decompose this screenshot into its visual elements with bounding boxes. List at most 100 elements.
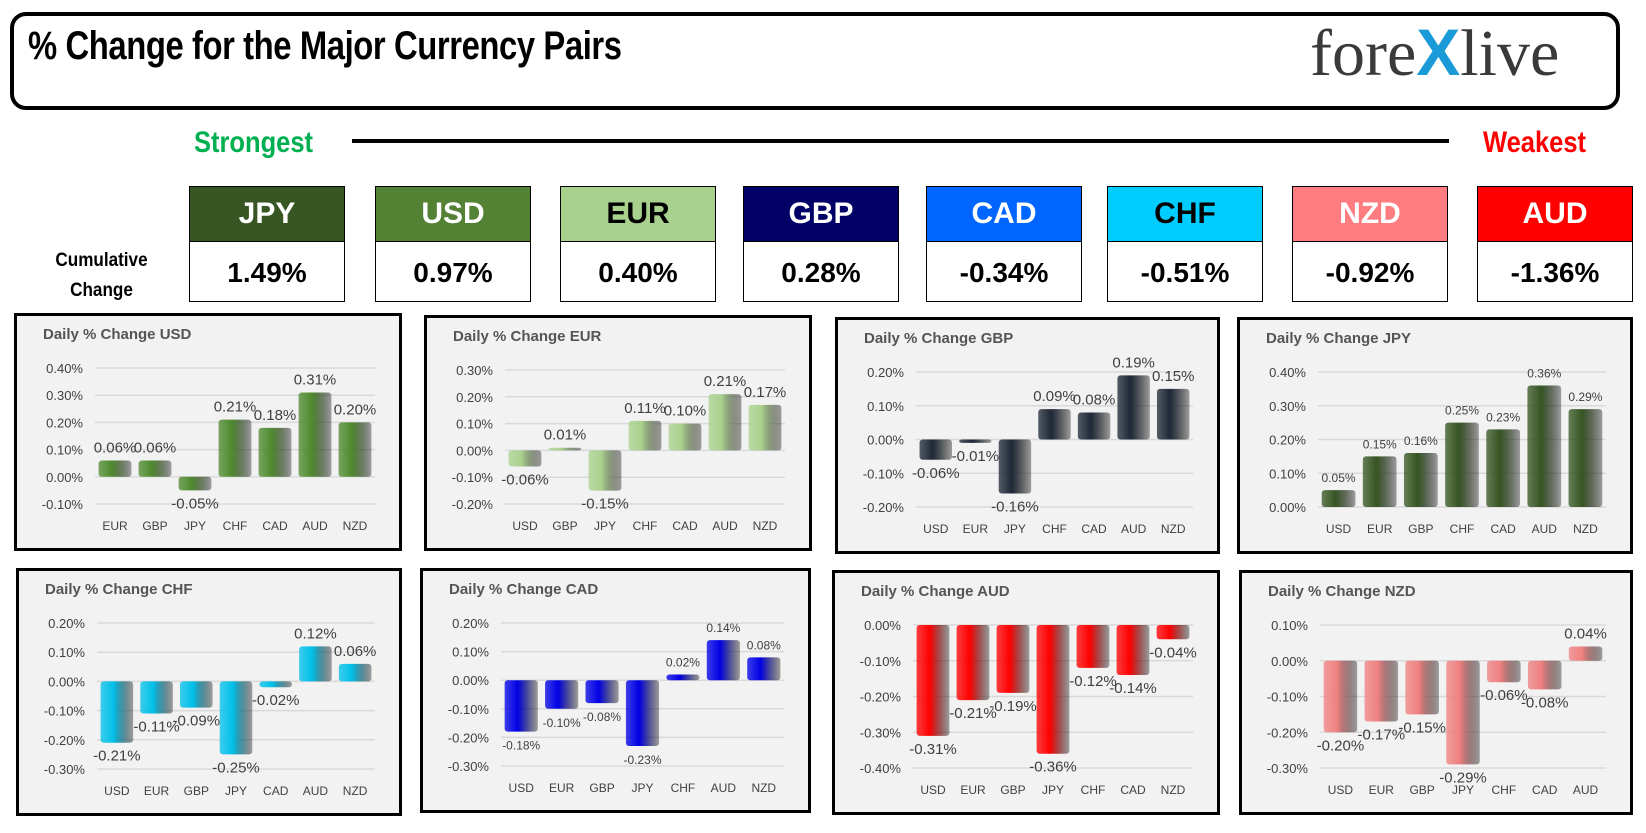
bar-usd [100, 681, 134, 743]
y-tick-label: 0.30% [46, 388, 83, 403]
data-label: 0.06% [334, 643, 377, 660]
currency-box-chf: CHF -0.51% [1107, 186, 1263, 302]
x-tick-label: CAD [1081, 522, 1107, 536]
data-label: -0.04% [1149, 644, 1197, 661]
bar-eur [959, 439, 992, 443]
cumulative-label-line1: Cumulative [55, 250, 148, 271]
cumulative-value: 0.40% [598, 256, 678, 288]
data-label: 0.02% [666, 655, 700, 669]
y-tick-label: 0.10% [452, 645, 489, 660]
y-tick-label: 0.00% [48, 674, 85, 689]
bar-gbp [1403, 453, 1438, 507]
x-tick-label: NZD [753, 519, 778, 533]
bar-eur [1362, 456, 1397, 507]
y-tick-label: 0.30% [456, 363, 493, 378]
y-tick-label: -0.20% [452, 497, 494, 512]
chart-jpy: Daily % Change JPY 0.00% 0.10% 0.20% 0.30% 0.… [1237, 317, 1633, 554]
bar-aud [299, 646, 332, 682]
x-tick-label: USD [104, 784, 130, 798]
chart-title: Daily % Change CHF [45, 581, 193, 598]
chart-title: Daily % Change CAD [449, 581, 599, 598]
bar-nzd [748, 404, 782, 451]
chart-title: Daily % Change JPY [1266, 330, 1412, 347]
y-tick-label: -0.20% [1267, 725, 1309, 740]
bar-chf [1487, 660, 1521, 683]
y-tick-label: 0.10% [46, 443, 83, 458]
x-tick-label: CHF [671, 781, 696, 795]
bar-jpy [998, 439, 1032, 494]
chart-plot: -0.20% -0.10% 0.00% 0.10% 0.20% 0.30% -0.06% US… [452, 363, 786, 533]
data-label: -0.06% [912, 465, 960, 482]
x-tick-label: GBP [552, 519, 577, 533]
data-label: -0.09% [173, 713, 221, 730]
y-tick-label: -0.30% [1267, 761, 1309, 776]
x-tick-label: JPY [594, 519, 616, 533]
bar-aud [706, 640, 740, 681]
bar-usd [508, 450, 542, 467]
bar-gbp [1405, 660, 1439, 715]
chart-title: Daily % Change NZD [1268, 583, 1416, 600]
bar-cad [1486, 429, 1521, 507]
x-tick-label: NZD [1161, 522, 1186, 536]
cumulative-value: 1.49% [227, 256, 307, 288]
chart-cad: Daily % Change CAD -0.30% -0.20% -0.10% 0.00… [420, 568, 811, 813]
chart-title: Daily % Change AUD [861, 583, 1010, 600]
chart-plot: -0.40% -0.30% -0.20% -0.10% 0.00% -0.31% USD -0… [860, 618, 1197, 797]
data-label: -0.02% [252, 692, 300, 709]
x-tick-label: JPY [1004, 522, 1026, 536]
data-label: -0.08% [1521, 694, 1569, 711]
y-tick-label: 0.40% [46, 361, 83, 376]
y-tick-label: 0.20% [48, 616, 85, 631]
x-tick-label: USD [920, 783, 946, 797]
y-tick-label: -0.10% [42, 497, 84, 512]
y-tick-label: -0.30% [44, 762, 86, 777]
currency-name: USD [376, 187, 530, 242]
data-label: 0.25% [1445, 404, 1479, 418]
data-label: 0.04% [1564, 625, 1607, 642]
bar-eur [1364, 660, 1399, 722]
bar-eur [98, 460, 132, 477]
data-label: 0.06% [134, 439, 177, 456]
data-label: 0.09% [1033, 388, 1076, 405]
bar-chf [666, 674, 700, 681]
data-label: 0.11% [624, 400, 665, 417]
bar-cad [258, 427, 292, 477]
data-label: 0.19% [1112, 354, 1155, 371]
data-label: -0.17% [1358, 727, 1406, 744]
y-tick-label: 0.00% [452, 673, 489, 688]
y-tick-label: -0.10% [44, 704, 86, 719]
y-tick-label: 0.10% [867, 399, 904, 414]
chart-aud: Daily % Change AUD -0.40% -0.30% -0.20% -0.1… [832, 570, 1220, 815]
x-tick-label: USD [512, 519, 538, 533]
x-tick-label: CAD [1532, 783, 1558, 797]
chart-nzd: Daily % Change NZD -0.30% -0.20% -0.10% 0.00… [1239, 570, 1633, 815]
x-tick-label: AUD [1121, 522, 1147, 536]
y-tick-label: 0.20% [452, 616, 489, 631]
y-tick-label: -0.10% [448, 702, 490, 717]
x-tick-label: EUR [102, 519, 128, 533]
x-tick-label: NZD [343, 784, 368, 798]
chart-gbp: Daily % Change GBP -0.20% -0.10% 0.00% 0.10%… [835, 317, 1220, 554]
bar-nzd [1156, 625, 1190, 640]
header-box [10, 12, 1620, 110]
bar-cad [1116, 625, 1150, 676]
data-label: -0.21% [93, 748, 141, 765]
data-label: 0.18% [254, 407, 297, 424]
y-tick-label: 0.10% [456, 417, 493, 432]
data-label: -0.01% [952, 448, 1000, 465]
cumulative-value: 0.97% [413, 256, 493, 288]
chart-plot: 0.00% 0.10% 0.20% 0.30% 0.40% 0.05% USD 0.15% EU… [1269, 365, 1606, 536]
bar-aud [1117, 375, 1150, 440]
data-label: -0.20% [1317, 737, 1365, 754]
cumulative-value: -0.92% [1325, 256, 1415, 288]
weakest-label: Weakest [1483, 126, 1587, 159]
chart-title: Daily % Change GBP [864, 330, 1014, 347]
data-label: 0.21% [214, 399, 257, 416]
y-tick-label: -0.10% [860, 654, 902, 669]
data-label: 0.14% [706, 621, 740, 635]
chart-plot: -0.30% -0.20% -0.10% 0.00% 0.10% 0.20% -0.18% U… [448, 616, 784, 795]
x-tick-label: JPY [225, 784, 247, 798]
data-label: -0.06% [501, 471, 549, 488]
data-label: -0.18% [502, 739, 540, 753]
bar-cad [668, 423, 702, 451]
